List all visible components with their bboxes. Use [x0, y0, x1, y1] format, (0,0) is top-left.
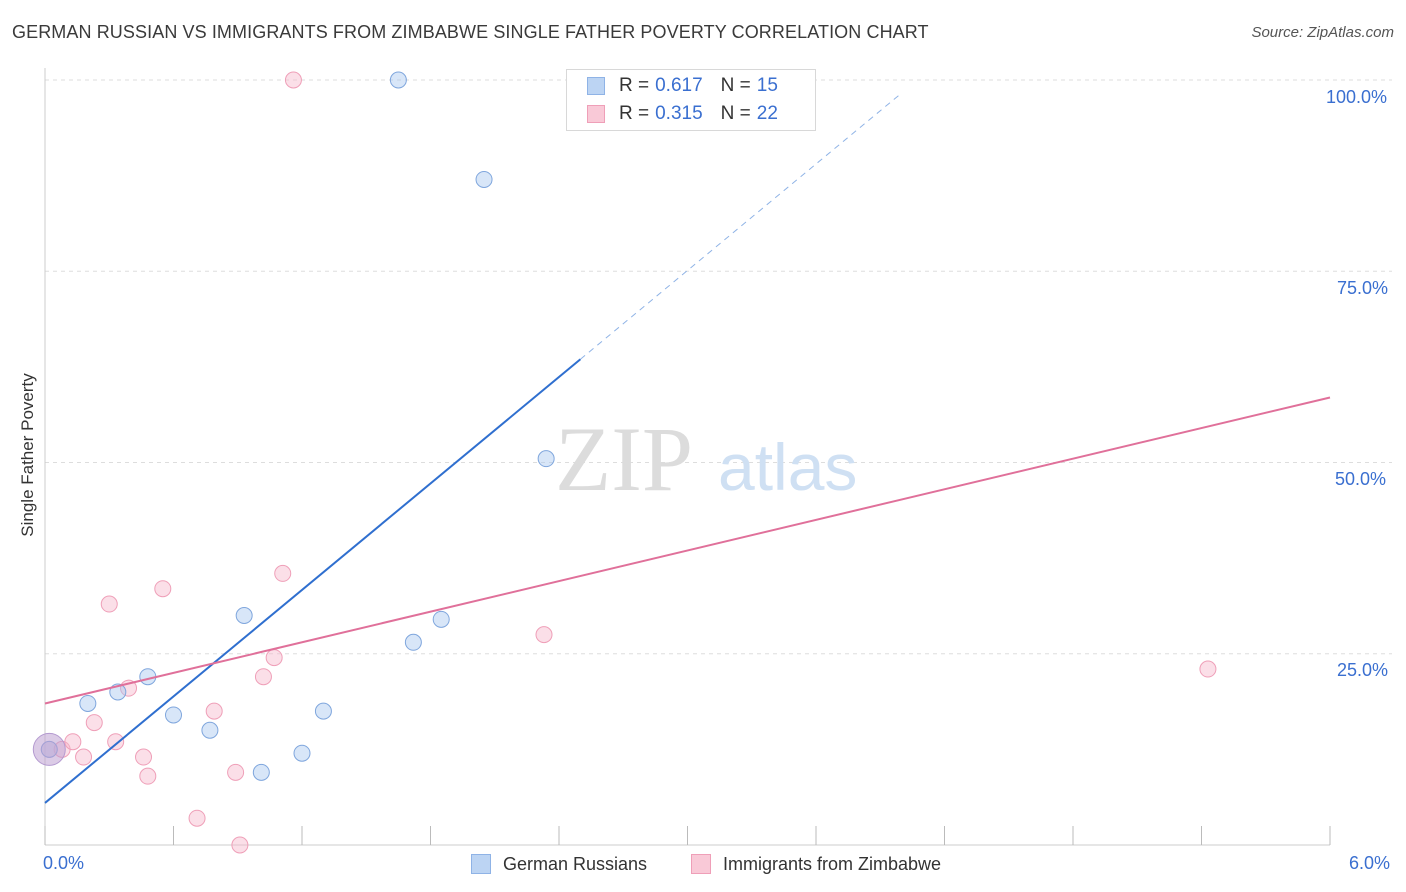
zimbabwe-point [274, 564, 292, 582]
german-russians-point [201, 721, 219, 739]
zimbabwe-point [100, 595, 118, 613]
german-russians-trend-extension [580, 92, 902, 360]
source-label: Source: ZipAtlas.com [1251, 24, 1394, 41]
watermark: ZIP atlas [555, 408, 857, 510]
german-russians-point [252, 763, 270, 781]
zimbabwe-trend-line [44, 396, 1331, 705]
german-russians-point [293, 744, 311, 762]
zimbabwe-point [64, 733, 82, 751]
zimbabwe-point [154, 580, 172, 598]
overlap-point [32, 732, 66, 766]
legend-r-label: R = [619, 75, 650, 96]
y-tick-label-100: 100.0% [1326, 87, 1388, 107]
bottom-legend-swatch-blue [471, 854, 491, 874]
zimbabwe-point [265, 649, 283, 667]
german-russians-point [537, 450, 555, 468]
bottom-legend-swatch-pink [691, 854, 711, 874]
x-tick-label-min: 0.0% [43, 853, 85, 873]
german-russians-point [475, 170, 493, 188]
watermark-atlas: atlas [718, 430, 857, 504]
zimbabwe-point [188, 809, 206, 827]
german-russians-point [79, 694, 97, 712]
legend-row-german-russians: R = 0.617 N = 15 [587, 74, 778, 98]
correlation-legend: R = 0.617 N = 15 R = 0.315 N = 22 [566, 69, 816, 131]
y-tick-label-50: 50.0% [1335, 469, 1387, 489]
german-russians-point [389, 71, 407, 89]
bottom-legend-german-russians: German Russians [471, 852, 647, 876]
legend-swatch-blue [587, 77, 605, 95]
x-tick-label-max: 6.0% [1349, 853, 1391, 873]
zimbabwe-point [107, 733, 125, 751]
zimbabwe-point [231, 836, 249, 854]
legend-n-value: 22 [756, 103, 778, 124]
zimbabwe-point [254, 668, 272, 686]
legend-row-zimbabwe: R = 0.315 N = 22 [587, 102, 778, 126]
zimbabwe-point [535, 626, 553, 644]
zimbabwe-point [75, 748, 93, 766]
series-german-russians-points [32, 71, 555, 781]
german-russians-trend-line [44, 358, 582, 804]
watermark-zip: ZIP [555, 408, 693, 510]
bottom-legend-label: Immigrants from Zimbabwe [723, 853, 942, 874]
german-russians-point [314, 702, 332, 720]
y-tick-label-75: 75.0% [1337, 278, 1389, 298]
german-russians-point [404, 633, 422, 651]
zimbabwe-point [284, 71, 302, 89]
legend-n-label: N = [720, 103, 751, 124]
chart-title: GERMAN RUSSIAN VS IMMIGRANTS FROM ZIMBAB… [12, 22, 929, 42]
zimbabwe-point [135, 748, 153, 766]
zimbabwe-point [227, 763, 245, 781]
legend-r-value: 0.617 [655, 75, 703, 96]
legend-n-label: N = [720, 75, 751, 96]
zimbabwe-point [139, 767, 157, 785]
legend-r-value: 0.315 [655, 103, 703, 124]
axes [44, 68, 1331, 846]
legend-r-label: R = [619, 103, 650, 124]
zimbabwe-point [205, 702, 223, 720]
zimbabwe-point [85, 714, 103, 732]
german-russians-point [165, 706, 182, 724]
bottom-legend-zimbabwe: Immigrants from Zimbabwe [691, 852, 941, 876]
trend-lines [44, 92, 1331, 804]
bottom-legend-label: German Russians [503, 853, 648, 874]
grid-lines [45, 79, 1392, 655]
legend-swatch-pink [587, 105, 605, 123]
german-russians-point [432, 610, 450, 628]
zimbabwe-point [1199, 660, 1217, 678]
legend-n-value: 15 [756, 75, 778, 96]
y-tick-label-25: 25.0% [1337, 660, 1389, 680]
german-russians-point [235, 607, 253, 624]
